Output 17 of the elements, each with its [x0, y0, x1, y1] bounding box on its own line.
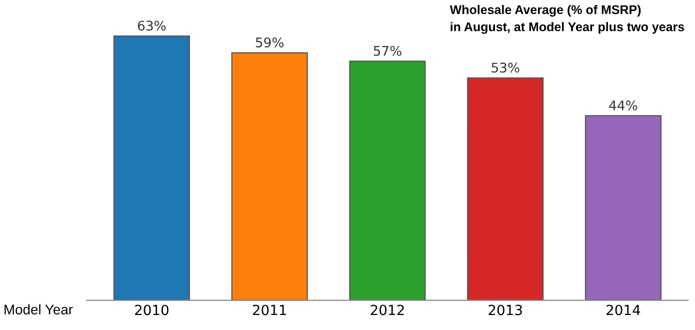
x-tick-label: 2012: [370, 304, 404, 316]
chart-title: Wholesale Average (% of MSRP) in August, at Model Year plus two years: [450, 4, 684, 34]
data-label: 59%: [256, 37, 284, 48]
bar: [467, 77, 544, 300]
bar: [113, 35, 190, 300]
x-tick-label: 2010: [135, 304, 168, 316]
data-label: 44%: [609, 100, 638, 110]
data-label: 63%: [138, 20, 166, 31]
x-axis-title: Model Year: [4, 304, 73, 314]
x-tick-label: 2013: [488, 304, 522, 316]
data-label: 53%: [492, 62, 520, 73]
bar: [584, 115, 662, 300]
bar: [231, 52, 308, 300]
x-tick-label: 2011: [252, 304, 286, 316]
data-label: 57%: [374, 46, 402, 56]
bar: [349, 60, 426, 300]
x-tick-label: 2014: [606, 304, 640, 316]
